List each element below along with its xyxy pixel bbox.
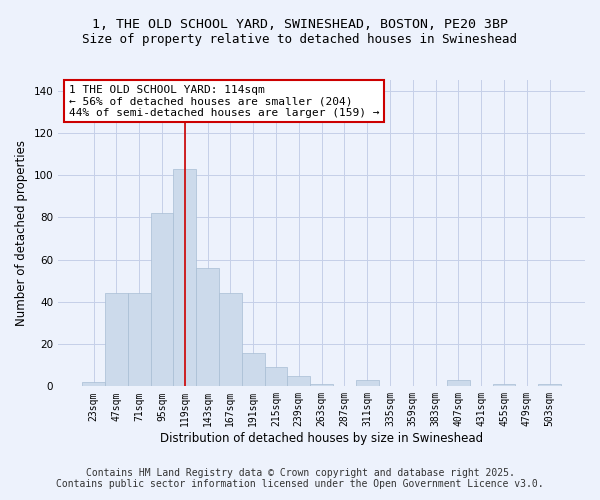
Bar bbox=[242, 352, 265, 386]
Bar bbox=[82, 382, 105, 386]
Bar bbox=[493, 384, 515, 386]
Bar bbox=[151, 213, 173, 386]
Text: Size of property relative to detached houses in Swineshead: Size of property relative to detached ho… bbox=[83, 32, 517, 46]
Text: 1 THE OLD SCHOOL YARD: 114sqm
← 56% of detached houses are smaller (204)
44% of : 1 THE OLD SCHOOL YARD: 114sqm ← 56% of d… bbox=[69, 84, 379, 118]
Bar bbox=[310, 384, 333, 386]
Bar bbox=[287, 376, 310, 386]
Bar bbox=[265, 368, 287, 386]
Text: 1, THE OLD SCHOOL YARD, SWINESHEAD, BOSTON, PE20 3BP: 1, THE OLD SCHOOL YARD, SWINESHEAD, BOST… bbox=[92, 18, 508, 30]
X-axis label: Distribution of detached houses by size in Swineshead: Distribution of detached houses by size … bbox=[160, 432, 483, 445]
Bar bbox=[105, 294, 128, 386]
Text: Contains public sector information licensed under the Open Government Licence v3: Contains public sector information licen… bbox=[56, 479, 544, 489]
Text: Contains HM Land Registry data © Crown copyright and database right 2025.: Contains HM Land Registry data © Crown c… bbox=[86, 468, 514, 477]
Y-axis label: Number of detached properties: Number of detached properties bbox=[15, 140, 28, 326]
Bar bbox=[538, 384, 561, 386]
Bar bbox=[356, 380, 379, 386]
Bar bbox=[447, 380, 470, 386]
Bar bbox=[196, 268, 219, 386]
Bar bbox=[173, 168, 196, 386]
Bar bbox=[219, 294, 242, 386]
Bar bbox=[128, 294, 151, 386]
